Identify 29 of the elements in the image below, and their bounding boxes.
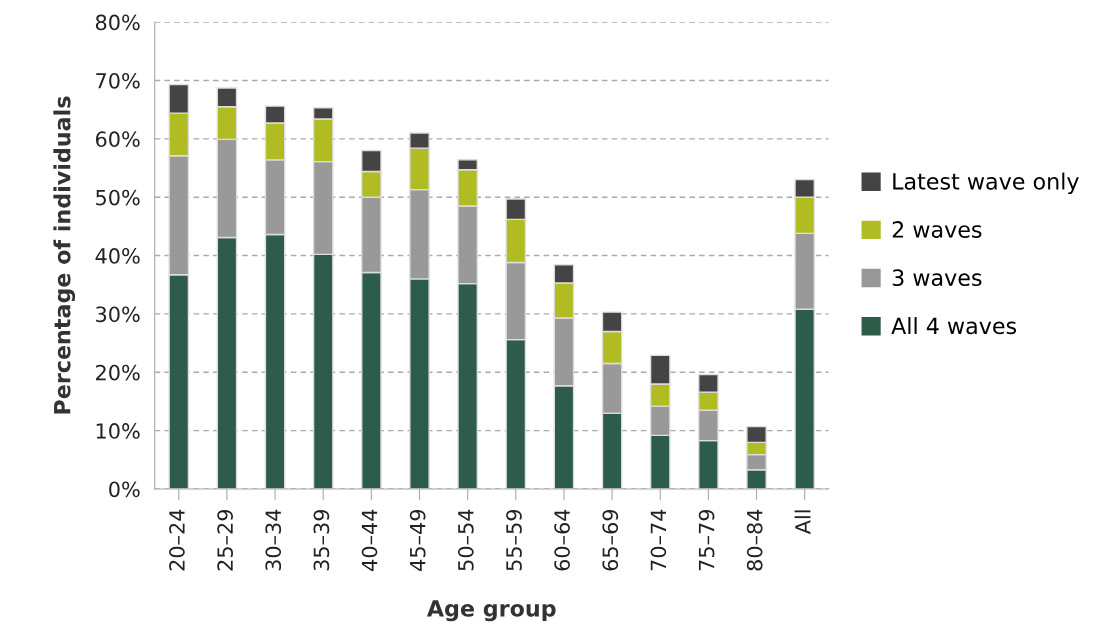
x-tick-label: 25–29	[217, 509, 233, 571]
x-tick-label: 80–84	[746, 509, 763, 571]
y-tick-label: 10%	[96, 423, 140, 439]
y-tick-label: 80%	[95, 14, 140, 31]
y-axis-title: Percentage of individuals	[53, 96, 76, 414]
legend-label: Latest wave only	[893, 172, 1079, 195]
y-tick-label: 60%	[95, 131, 140, 148]
legend-label: 2 waves	[892, 221, 982, 238]
x-tick-label: 75–79	[698, 509, 715, 571]
x-tick-label: 65–69	[602, 509, 619, 571]
y-tick-label: 40%	[95, 248, 140, 264]
y-tick-label: 20%	[96, 364, 140, 381]
x-tick-label: 30–34	[265, 509, 282, 571]
x-tick-label: 45–49	[409, 509, 426, 571]
x-tick-label: 50–54	[457, 509, 474, 571]
y-tick-label: 70%	[96, 72, 140, 89]
x-tick-label: All	[794, 510, 811, 535]
x-tick-label: 40–44	[361, 509, 378, 571]
x-tick-label: 60–64	[554, 509, 570, 571]
y-tick-label: 50%	[96, 189, 140, 206]
y-tick-label: 30%	[96, 306, 140, 323]
legend-label: 3 waves	[892, 269, 982, 287]
x-axis-title: Age group	[426, 600, 556, 622]
legend-label: All 4 waves	[891, 317, 1017, 335]
x-tick-label: 35–39	[313, 509, 330, 571]
x-tick-label: 70–74	[650, 509, 667, 571]
y-tick-label: 0%	[109, 481, 140, 498]
x-tick-label: 20–24	[169, 509, 185, 571]
x-tick-label: 55–59	[506, 509, 522, 571]
